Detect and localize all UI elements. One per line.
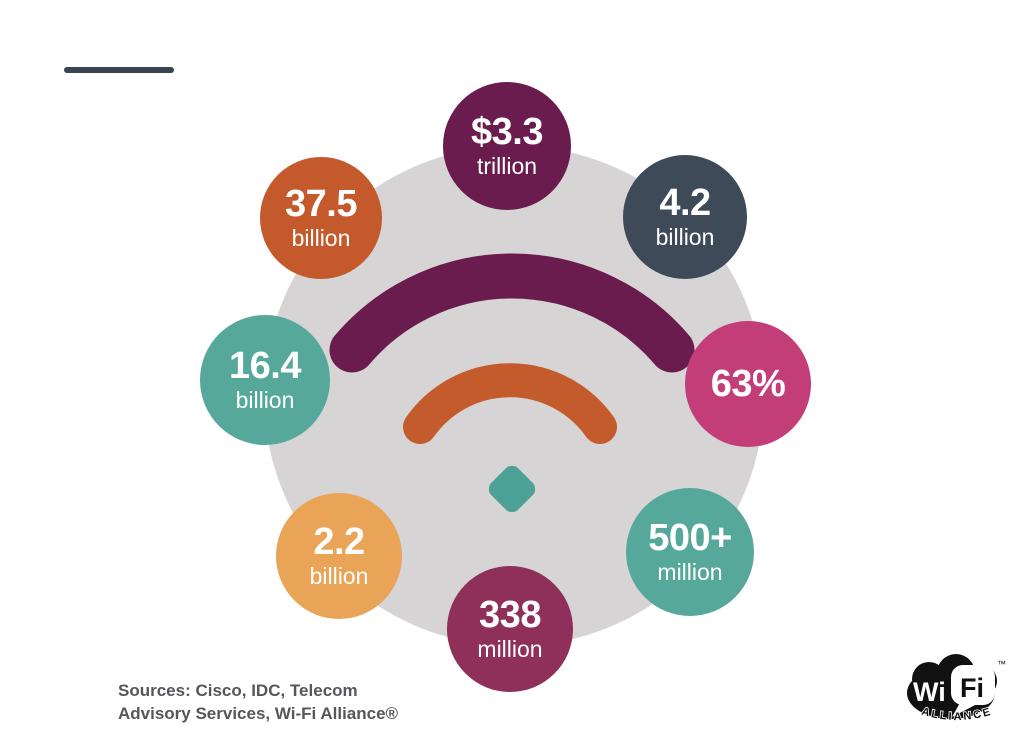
stat-circle-338-million: 338 million (447, 566, 573, 692)
stat-value: 63% (710, 362, 786, 405)
wifi-logo-trademark: ™ (997, 659, 1006, 669)
wifi-alliance-logo: Wi Fi ™ ALLIANCE (907, 654, 1006, 724)
stat-circle-63-percent: 63% (685, 321, 811, 447)
stat-unit: billion (655, 223, 715, 250)
wifi-logo-fi: Fi (960, 673, 984, 703)
title-divider (64, 67, 174, 73)
stat-value: 16.4 (229, 344, 301, 387)
stat-circle-500-plus-million: 500+ million (626, 488, 754, 616)
stat-value: 500+ (648, 516, 732, 559)
stat-value: 2.2 (313, 520, 365, 563)
stat-unit: million (477, 635, 543, 662)
stat-unit: trillion (476, 152, 538, 179)
stat-unit: billion (235, 386, 295, 413)
stat-circle-16-4-billion: 16.4 billion (200, 315, 330, 445)
sources-line1: Sources: Cisco, IDC, Telecom (118, 681, 358, 700)
stat-value: $3.3 (471, 110, 543, 153)
stat-value: 37.5 (285, 182, 357, 225)
stat-value: 4.2 (659, 181, 711, 224)
stat-unit: million (657, 558, 723, 585)
stat-circle-37-5-billion: 37.5 billion (260, 157, 382, 279)
stat-circle-2-2-billion: 2.2 billion (276, 493, 402, 619)
stat-unit: billion (291, 224, 351, 251)
wifi-logo-bubble (951, 665, 995, 717)
stat-circle-3-3-trillion: $3.3 trillion (443, 82, 571, 210)
wifi-logo-wi: Wi (913, 677, 946, 707)
sources-line2: Advisory Services, Wi-Fi Alliance® (118, 704, 399, 723)
sources-text: Sources: Cisco, IDC, Telecom Advisory Se… (118, 679, 398, 725)
stat-value: 338 (479, 593, 541, 636)
stat-unit: billion (309, 562, 369, 589)
stat-circle-4-2-billion: 4.2 billion (623, 155, 747, 279)
